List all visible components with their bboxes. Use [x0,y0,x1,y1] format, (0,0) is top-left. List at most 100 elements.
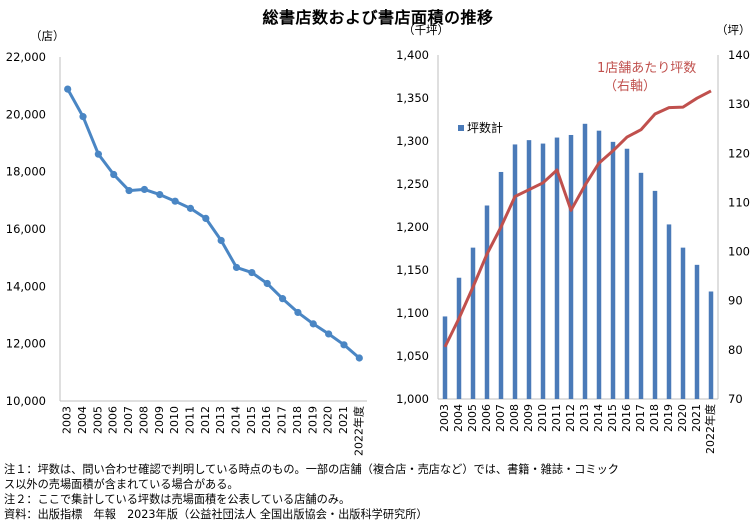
left-x-tick-label: 2019 [306,406,319,434]
right-right-y-tick-label: 130 [728,97,750,111]
floor-area-bar [442,316,448,399]
stores-data-point [125,186,133,195]
left-x-tick-label: 2004 [76,406,89,434]
floor-area-bar [694,264,700,399]
stores-data-point [64,85,72,93]
floor-area-bar [526,140,532,399]
right-left-y-tick-label: 1,200 [396,220,429,234]
left-x-tick-label: 2015 [245,406,258,434]
right-left-y-ticks: 1,400 1,350 1,300 1,250 1,200 1,150 1,100 1,050… [396,48,429,406]
stores-data-point [94,150,102,158]
right-left-y-tick-label: 1,100 [396,306,429,320]
right-bars [442,123,714,400]
left-x-tick-label: 2009 [153,406,166,434]
left-y-tick-label: 10,000 [6,394,46,408]
stores-data-point [156,191,164,199]
note2: 注２：ここで集計している坪数は売場面積を公表している店舗のみ。 [4,493,351,506]
stores-data-point [309,320,317,328]
stores-data-point [171,197,179,205]
floor-area-bar [498,171,504,399]
left-x-tick-label: 2022年度 [351,406,365,456]
right-left-y-tick-label: 1,000 [396,392,429,406]
right-x-tick-label: 2009 [522,404,535,432]
right-right-y-tick-label: 120 [728,146,750,160]
chart-title: 総書店数および書店面積の推移 [262,8,494,27]
right-right-y-tick-label: 70 [728,392,743,406]
floor-area-bar [568,134,574,400]
right-x-tick-label: 2016 [620,404,633,432]
right-left-y-tick-label: 1,150 [396,263,429,277]
floor-area-bar [512,144,518,399]
left-x-ticks: 2003 2004 2005 2006 2007 2008 2009 2010 2011 2012… [61,406,366,456]
left-x-tick-label: 2011 [183,406,196,434]
stores-data-point [140,185,149,194]
left-x-tick-label: 2005 [91,406,104,434]
right-x-tick-label: 2012 [564,404,577,432]
stores-series-line [66,88,361,360]
floor-area-bar [638,172,644,399]
right-left-y-tick-label: 1,350 [396,91,429,105]
stores-data-point [355,354,363,362]
left-x-tick-label: 2010 [168,406,181,434]
note1-line2: ス以外の売場面積が含まれている場合がある。 [4,478,239,491]
stores-data-point [294,308,302,317]
left-x-tick-label: 2012 [199,406,212,434]
stores-data-point [340,341,348,349]
floor-area-bar [666,224,672,399]
right-right-y-ticks: 140 130 120 110 100 90 80 70 [728,48,750,406]
source: 資料：出版指標 年報 2023年版（公益社団法人 全国出版協会・出版科学研究所） [4,508,428,521]
left-x-tick-label: 2017 [276,406,289,434]
right-x-ticks: 2003 2004 2005 2006 2007 2008 2009 2010 2011 2012… [438,404,717,454]
stores-data-point [232,263,241,272]
floor-area-bar [456,277,462,399]
left-y-tick-label: 18,000 [6,165,46,179]
left-x-tick-label: 2006 [107,406,120,434]
stores-data-point [186,204,195,212]
per-store-area-line [443,89,712,348]
left-x-tick-label: 2018 [291,406,304,434]
right-right-unit-label: （坪） [716,23,751,37]
stores-data-point [325,330,333,338]
right-x-tick-label: 2013 [578,404,591,432]
stores-data-point [278,295,287,303]
floor-area-bar [680,247,686,399]
legend-bar-label: 坪数計 [467,120,503,135]
right-x-tick-label: 2018 [648,404,661,432]
left-x-tick-label: 2014 [230,406,243,434]
right-right-y-tick-label: 140 [728,48,750,62]
floor-area-bar [582,123,588,400]
legend-bar-swatch [458,125,464,131]
left-x-tick-label: 2021 [337,406,350,434]
floor-area-bar [610,141,616,400]
left-y-ticks: 22,000 20,000 18,000 16,000 14,000 12,000 10,0… [6,50,46,408]
left-y-tick-label: 12,000 [6,337,46,351]
stores-data-point [79,113,87,121]
note1-line1: 注１：坪数は、問い合わせ確認で判明している時点のもの。一部の店舗（複合店・売店な… [4,463,619,476]
floor-area-bar [540,143,546,399]
chart-canvas: （店） 22,000 20,000 18,000 16,000 14,000 12,000… [6,23,751,456]
left-y-tick-label: 14,000 [6,279,46,293]
right-left-y-tick-label: 1,050 [396,349,429,363]
left-y-tick-label: 16,000 [6,222,46,236]
right-x-tick-label: 2003 [438,404,451,432]
floor-area-bar [652,190,658,399]
right-x-tick-label: 2019 [662,404,675,432]
right-x-tick-label: 2022年度 [703,404,717,454]
line-annotation-1: 1店舗あたり坪数 [597,61,696,76]
right-left-y-tick-label: 1,400 [396,48,429,62]
left-unit-label: （店） [30,29,65,43]
right-x-tick-label: 2021 [690,404,703,432]
right-right-y-tick-label: 90 [728,294,743,308]
right-x-tick-label: 2004 [452,404,465,432]
right-x-tick-label: 2011 [550,404,563,432]
floor-area-bar [470,247,476,399]
right-line [443,89,712,348]
left-x-tick-label: 2007 [122,406,135,434]
left-x-tick-label: 2003 [61,406,74,434]
floor-area-bar [484,205,490,399]
stores-data-point [202,214,210,222]
right-left-y-tick-label: 1,300 [396,134,429,148]
left-x-tick-label: 2008 [137,406,150,434]
right-right-y-tick-label: 110 [728,195,750,209]
left-x-tick-label: 2013 [214,406,227,434]
